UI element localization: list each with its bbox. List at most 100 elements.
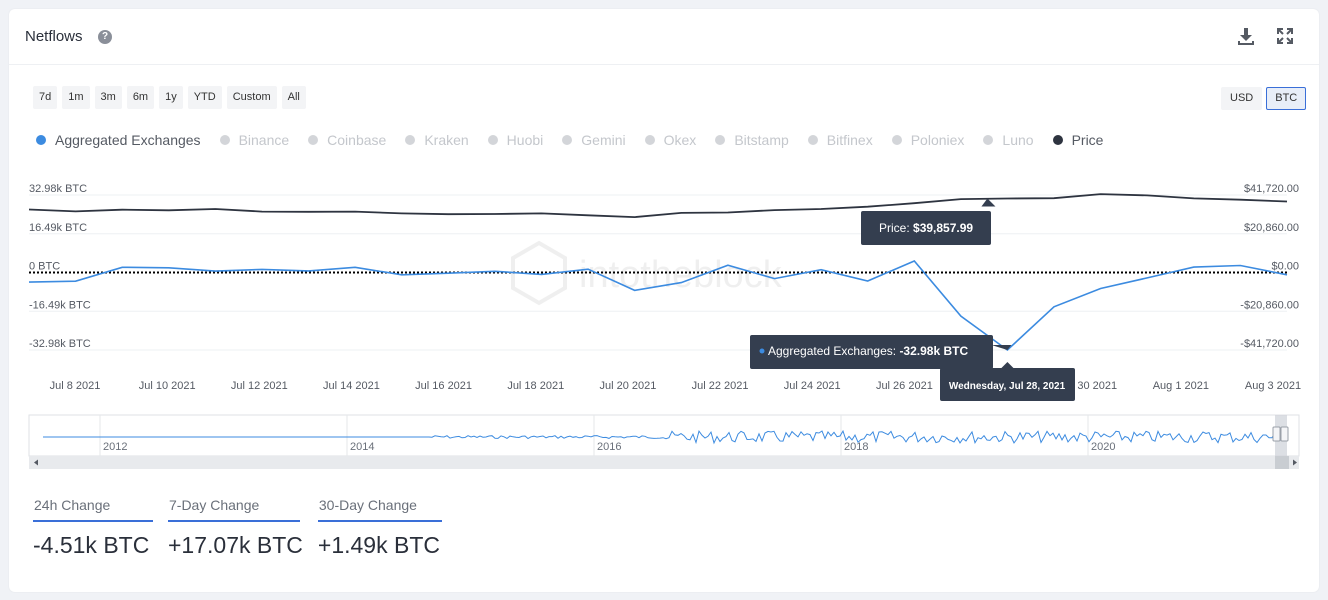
legend-dot: [308, 135, 319, 145]
series-tooltip-text: Aggregated Exchanges: -32.98k BTC: [768, 344, 968, 358]
scroll-left-arrow-icon: [34, 459, 38, 466]
legend-item-luno[interactable]: Luno: [983, 132, 1034, 148]
y-left-tick-label: 0 BTC: [29, 261, 60, 273]
y-right-tick-label: $0.00: [1271, 261, 1299, 273]
x-tick-label: Jul 20 2021: [599, 380, 656, 392]
legend-item-binance[interactable]: Binance: [219, 132, 290, 148]
legend-label: Binance: [238, 132, 290, 148]
range-7d-button[interactable]: 7d: [33, 86, 58, 109]
legend-label: Poloniex: [910, 132, 965, 148]
y-left-tick-label: 16.49k BTC: [29, 222, 87, 234]
legend-label: Bitstamp: [734, 132, 789, 148]
series-tooltip-box: [750, 335, 993, 369]
legend-label: Huobi: [506, 132, 544, 148]
legend-dot: [562, 135, 573, 145]
legend-item-okex[interactable]: Okex: [644, 132, 697, 148]
currency-toggle: USD BTC: [1221, 87, 1307, 110]
x-tick-label: Jul 16 2021: [415, 380, 472, 392]
change-30d: 30-Day Change +1.49k BTC: [317, 494, 442, 559]
legend-label: Bitfinex: [826, 132, 873, 148]
x-tick-label: Jul 8 2021: [50, 380, 101, 392]
navigator-handle-left: [1272, 426, 1281, 442]
navigator-scrollbar-thumb: [1275, 456, 1289, 469]
legend-item-poloniex[interactable]: Poloniex: [891, 132, 965, 148]
range-6m-button[interactable]: 6m: [126, 86, 155, 109]
range-3m-button[interactable]: 3m: [94, 86, 122, 109]
series-tooltip-pointer: [991, 345, 1012, 350]
range-custom-button[interactable]: Custom: [226, 86, 277, 109]
y-left-tick-label: 32.98k BTC: [29, 183, 87, 195]
usd-button[interactable]: USD: [1221, 87, 1263, 110]
series-tooltip-dot: [759, 348, 765, 354]
x-tick-label: Jul 14 2021: [323, 380, 380, 392]
scroll-right-arrow-icon: [1293, 459, 1297, 466]
date-tooltip-text: Wednesday, Jul 28, 2021: [949, 381, 1066, 392]
watermark-hexagon: [511, 240, 567, 306]
legend-dot: [405, 135, 416, 145]
legend-item-price[interactable]: Price: [1052, 132, 1104, 148]
range-ytd-button[interactable]: YTD: [187, 86, 222, 109]
series-tooltip-label: Aggregated Exchanges:: [768, 344, 899, 358]
navigator-tick-label: 2012: [103, 441, 127, 453]
legend-item-coinbase[interactable]: Coinbase: [308, 132, 386, 148]
legend-dot: [891, 135, 902, 145]
help-icon[interactable]: ?: [98, 30, 112, 44]
legend-dot: [1052, 135, 1063, 145]
range-1m-button[interactable]: 1m: [62, 86, 90, 109]
legend-label: Kraken: [424, 132, 469, 148]
x-tick-label: Jul 12 2021: [231, 380, 288, 392]
netflows-card: Netflows ? 7d 1m 3m 6m 1y YTD Custom All…: [9, 9, 1319, 592]
legend-dot: [807, 135, 818, 145]
legend-item-bitfinex[interactable]: Bitfinex: [807, 132, 873, 148]
range-all-button[interactable]: All: [281, 86, 306, 109]
netflows-chart[interactable]: intotheblock 32.98k BTC $41,720.00 16.49k B…: [9, 179, 1319, 469]
legend-dot: [36, 135, 46, 145]
legend-label: Okex: [663, 132, 697, 148]
price-line: [28, 193, 1288, 219]
expand-icon[interactable]: [1276, 27, 1294, 45]
legend-dot: [983, 135, 994, 145]
navigator-tick-label: 2016: [597, 441, 621, 453]
legend-item-kraken[interactable]: Kraken: [405, 132, 469, 148]
legend-label: Price: [1071, 132, 1104, 148]
legend-item-gemini[interactable]: Gemini: [562, 132, 626, 148]
x-tick-label: Jul 24 2021: [784, 380, 841, 392]
range-1y-button[interactable]: 1y: [159, 86, 183, 109]
aggregated-exchanges-line: [28, 260, 1288, 352]
navigator-handle-right: [1280, 426, 1289, 442]
legend-dot: [487, 135, 498, 145]
x-tick-label: Jul 26 2021: [876, 380, 933, 392]
price-tooltip-text: Price: $39,857.99: [879, 221, 973, 235]
y-left-tick-label: -32.98k BTC: [29, 338, 91, 350]
download-icon[interactable]: [1237, 27, 1255, 45]
change-label: 24h Change: [33, 494, 153, 522]
card-header: Netflows ?: [9, 9, 1319, 65]
price-tooltip-box: [861, 211, 991, 245]
change-value: +1.49k BTC: [317, 532, 440, 558]
btc-button[interactable]: BTC: [1266, 87, 1307, 110]
change-summary: 24h Change -4.51k BTC 7-Day Change +17.0…: [33, 494, 457, 559]
change-24h: 24h Change -4.51k BTC: [33, 494, 153, 559]
legend-item-huobi[interactable]: Huobi: [487, 132, 544, 148]
series-tooltip-value: -32.98k BTC: [899, 344, 968, 358]
change-value: +17.07k BTC: [168, 532, 303, 558]
change-label: 7-Day Change: [168, 494, 300, 522]
navigator-scrollbar-track: [29, 456, 1299, 469]
price-tooltip-label: Price:: [879, 221, 913, 235]
x-tick-label: Aug 3 2021: [1245, 380, 1301, 392]
y-right-tick-label: -$41,720.00: [1240, 338, 1299, 350]
range-selector: 7d 1m 3m 6m 1y YTD Custom All: [33, 86, 306, 109]
legend-label: Luno: [1002, 132, 1034, 148]
x-tick-label: Jul 10 2021: [139, 380, 196, 392]
y-right-tick-label: $41,720.00: [1244, 183, 1299, 195]
legend-item-aggregated-exchanges[interactable]: Aggregated Exchanges: [36, 132, 201, 148]
navigator-tick-label: 2020: [1091, 441, 1115, 453]
date-tooltip-pointer: [1001, 362, 1014, 368]
navigator-frame: [28, 414, 1300, 457]
legend-dot: [219, 135, 230, 145]
card-title: Netflows: [25, 28, 83, 45]
change-value: -4.51k BTC: [33, 532, 150, 558]
legend-item-bitstamp[interactable]: Bitstamp: [715, 132, 789, 148]
chart-legend: Aggregated Exchanges Binance Coinbase Kr…: [36, 132, 1122, 148]
watermark-logo: intotheblock: [511, 240, 783, 306]
